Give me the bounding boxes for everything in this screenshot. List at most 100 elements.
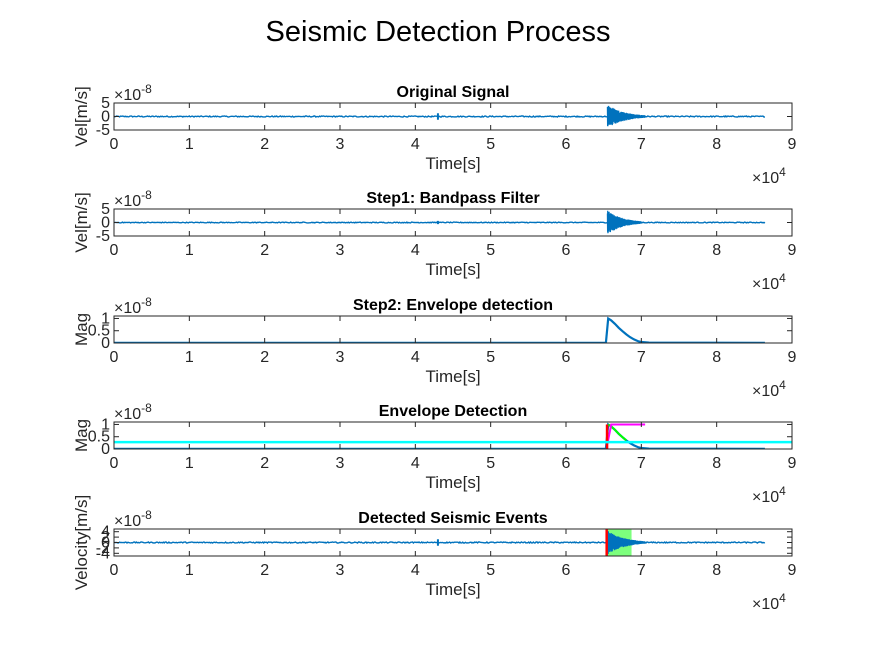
axes-box: [113, 315, 793, 344]
x-tick-label: 8: [712, 242, 721, 259]
x-tick-label: 5: [486, 455, 495, 472]
x-exponent-label: ×104: [752, 591, 786, 613]
x-axis-label: Time[s]: [425, 154, 480, 173]
x-tick-label: 2: [260, 349, 269, 366]
plot-area: [114, 422, 792, 449]
x-tick-label: 9: [788, 242, 797, 259]
x-tick-label: 4: [411, 455, 420, 472]
x-tick-label: 7: [637, 455, 646, 472]
y-tick-label: 0.5: [88, 429, 110, 446]
y-tick-label: 0: [101, 215, 110, 232]
y-axis-label: Mag: [72, 313, 91, 346]
y-tick-label: 0.5: [88, 323, 110, 340]
y-tick-label: -5: [96, 228, 110, 245]
x-tick-label: 3: [336, 349, 345, 366]
plot-series: [114, 210, 766, 234]
subplot-title: Original Signal: [397, 84, 510, 101]
subplot-title: Step1: Bandpass Filter: [366, 190, 539, 207]
subplot-title: Detected Seismic Events: [358, 510, 548, 527]
x-tick-label: 3: [336, 242, 345, 259]
y-tick-label: -5: [96, 122, 110, 139]
x-exponent-power: 4: [779, 591, 786, 605]
signal-burst: [606, 210, 642, 234]
signal-noise-line: [114, 221, 766, 224]
x-tick-label: 0: [110, 136, 119, 153]
y-tick-label: 0: [101, 335, 110, 352]
y-exponent-power: -8: [141, 508, 152, 522]
x-tick-label: 5: [486, 242, 495, 259]
x-exponent-label: ×104: [752, 378, 786, 400]
y-tick-label: 5: [101, 95, 110, 112]
x-tick-label: 5: [486, 349, 495, 366]
plot-area: [114, 316, 792, 343]
y-tick-label: 0: [101, 109, 110, 126]
plot-series: [114, 316, 765, 343]
y-tick-label: -2: [96, 540, 110, 557]
plot-series: [114, 529, 766, 556]
y-axis-label: Vel[m/s]: [72, 86, 91, 146]
y-tick-label: 5: [101, 201, 110, 218]
x-tick-label: 5: [486, 136, 495, 153]
x-tick-label: 6: [562, 349, 571, 366]
signal-burst: [606, 105, 646, 127]
x-exponent-label: ×104: [752, 484, 786, 506]
subplot-title: Step2: Envelope detection: [353, 297, 553, 314]
x-exponent-power: 4: [779, 165, 786, 179]
x-tick-label: 7: [637, 562, 646, 579]
x-tick-label: 5: [486, 562, 495, 579]
signal-noise-line: [114, 114, 765, 119]
y-tick-label: -4: [96, 545, 110, 562]
y-exponent-label: ×10-8: [114, 508, 152, 530]
x-tick-label: 8: [712, 455, 721, 472]
y-axis-label: Vel[m/s]: [72, 192, 91, 252]
x-tick-label: 7: [637, 349, 646, 366]
x-tick-label: 4: [411, 136, 420, 153]
plot-series: [114, 105, 765, 127]
x-exponent-label: ×104: [752, 165, 786, 187]
x-tick-label: 1: [185, 562, 194, 579]
x-exponent-power: 4: [779, 484, 786, 498]
x-tick-label: 4: [411, 562, 420, 579]
subplot-title: Envelope Detection: [379, 403, 527, 420]
x-tick-label: 2: [260, 242, 269, 259]
y-exponent-power: -8: [141, 401, 152, 415]
x-tick-label: 0: [110, 455, 119, 472]
x-tick-label: 3: [336, 136, 345, 153]
x-tick-label: 4: [411, 242, 420, 259]
signal-burst: [606, 531, 646, 554]
x-tick-label: 9: [788, 562, 797, 579]
y-exponent-label: ×10-8: [114, 82, 152, 104]
y-axis-label: Mag: [72, 419, 91, 452]
x-tick-label: 0: [110, 562, 119, 579]
axes-box: [113, 421, 793, 450]
x-tick-label: 1: [185, 349, 194, 366]
x-tick-label: 2: [260, 136, 269, 153]
x-axis-label: Time[s]: [425, 260, 480, 279]
y-axis-label: Velocity[m/s]: [72, 495, 91, 590]
x-tick-label: 0: [110, 242, 119, 259]
figure-title: Seismic Detection Process: [266, 16, 611, 48]
x-tick-label: 2: [260, 562, 269, 579]
x-tick-label: 0: [110, 349, 119, 366]
x-tick-label: 3: [336, 455, 345, 472]
x-tick-label: 7: [637, 242, 646, 259]
x-tick-label: 8: [712, 136, 721, 153]
x-exponent-label: ×104: [752, 271, 786, 293]
x-tick-label: 6: [562, 455, 571, 472]
envelope-line: [114, 316, 765, 343]
y-exponent-label: ×10-8: [114, 401, 152, 423]
x-tick-label: 4: [411, 349, 420, 366]
x-axis-label: Time[s]: [425, 473, 480, 492]
x-tick-label: 1: [185, 455, 194, 472]
x-tick-label: 9: [788, 455, 797, 472]
x-tick-label: 1: [185, 242, 194, 259]
y-tick-label: 1: [101, 310, 110, 327]
x-exponent-power: 4: [779, 378, 786, 392]
x-tick-label: 6: [562, 562, 571, 579]
x-tick-label: 1: [185, 136, 194, 153]
